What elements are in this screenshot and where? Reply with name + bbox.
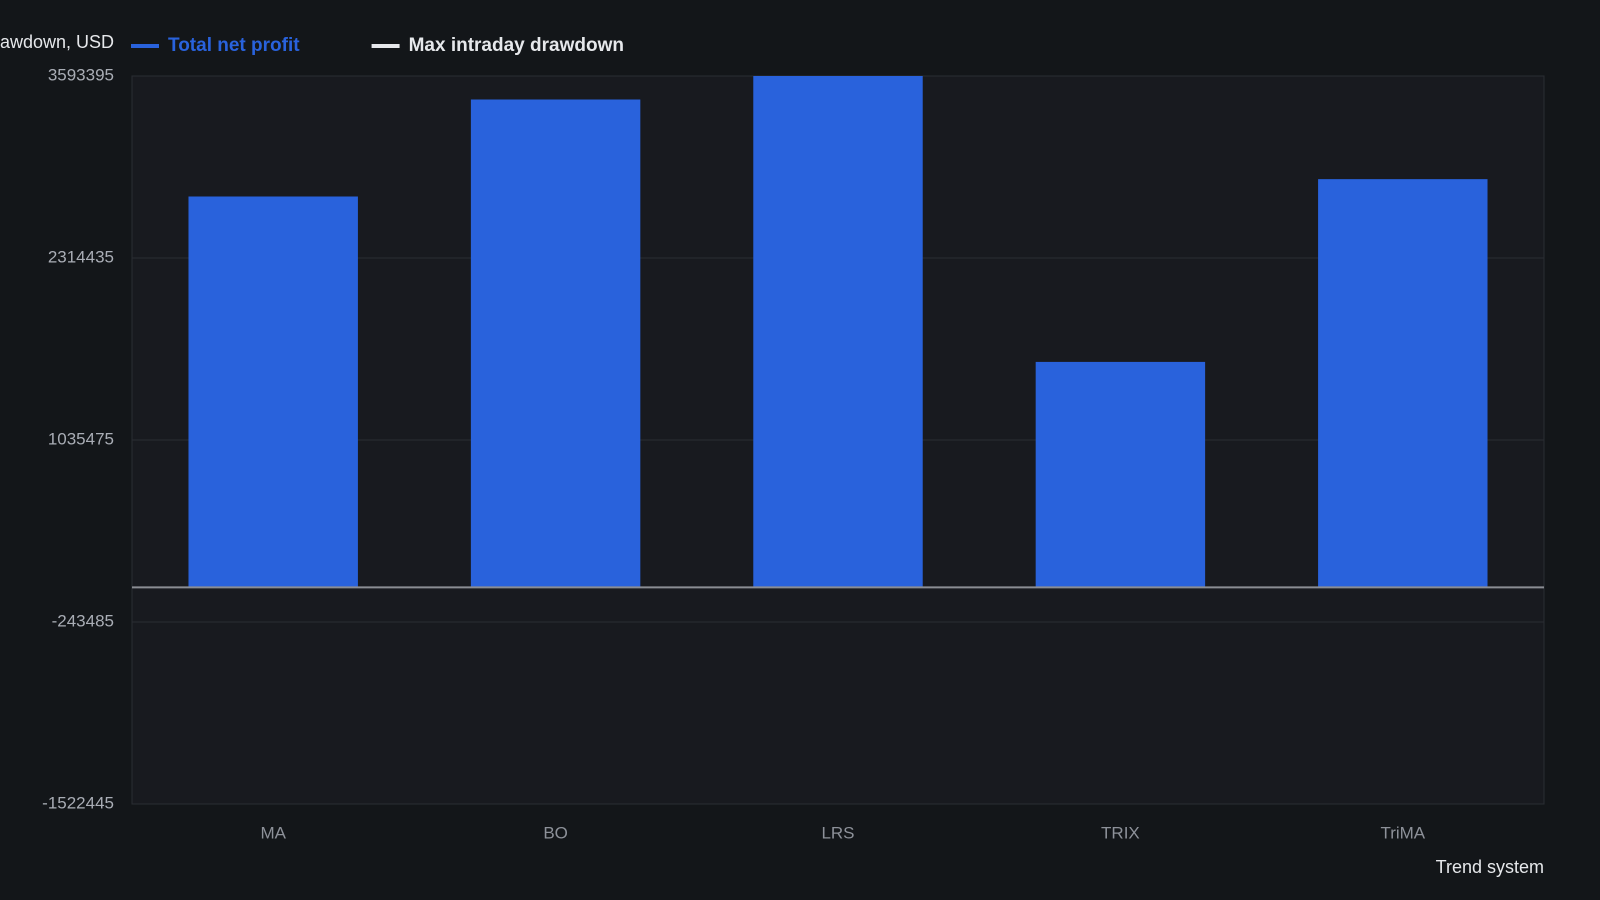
x-axis-label: Trend system — [1436, 857, 1544, 877]
bar — [1035, 361, 1206, 588]
bar — [753, 76, 923, 588]
x-tick-label: TRIX — [1101, 823, 1140, 842]
y-axis-label: awdown, USD — [0, 32, 114, 52]
x-tick-label: BO — [543, 823, 568, 842]
legend-label: Total net profit — [168, 35, 300, 56]
legend-item: Max intraday drawdown — [371, 35, 624, 56]
y-tick-label: 3593395 — [48, 65, 114, 84]
x-tick-label: MA — [260, 823, 286, 842]
legend-item: Total net profit — [131, 35, 300, 56]
y-tick-label: -1522445 — [42, 793, 114, 812]
legend-label: Max intraday drawdown — [409, 35, 624, 56]
x-tick-label: TriMA — [1380, 823, 1425, 842]
y-tick-label: 1035475 — [48, 429, 114, 448]
y-tick-label: -243485 — [52, 611, 114, 630]
bar — [1318, 179, 1488, 588]
bar — [188, 196, 358, 588]
bar — [470, 99, 641, 588]
y-tick-label: 2314435 — [48, 247, 114, 266]
x-tick-label: LRS — [821, 823, 854, 842]
